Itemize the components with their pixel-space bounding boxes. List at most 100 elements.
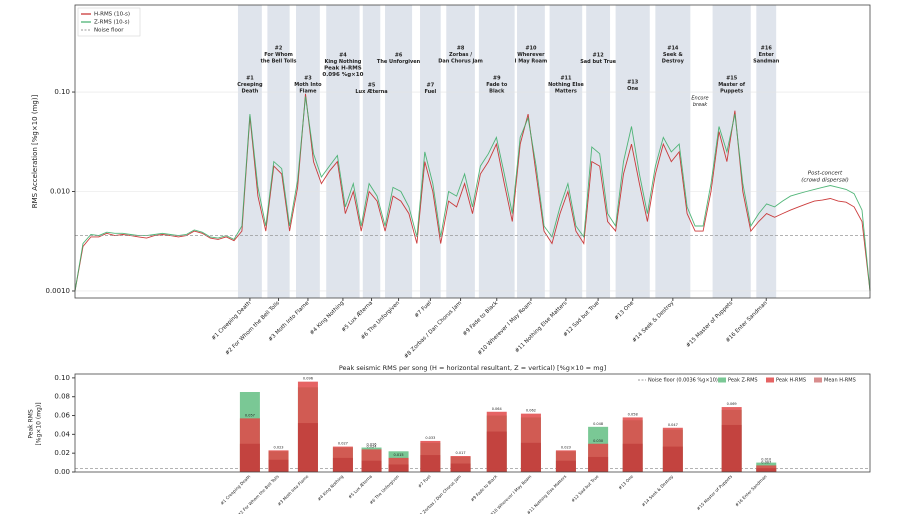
song-title: The Unforgiven [377, 59, 421, 65]
x-tick-label: #15 Master of Puppets [696, 474, 733, 511]
x-tick-group: #1 Creeping Death [219, 474, 251, 506]
song-title: the Bell Tolls [260, 59, 296, 65]
song-title: Nothing Else [548, 82, 584, 88]
y-axis-label: [%g×10 (mg)] [36, 402, 43, 445]
x-tick-group: #9 Fade to Black [462, 300, 500, 338]
song-band [362, 5, 381, 298]
bar [662, 446, 683, 472]
legend-label: H-RMS (10-s) [94, 12, 130, 18]
bar [420, 455, 441, 472]
value-label: 0.062 [526, 409, 536, 413]
bar [450, 463, 471, 472]
y-tick-label: 0.0010 [46, 287, 71, 295]
song-title: Sad but True [580, 59, 616, 65]
post-annotation: (crowd dispersal) [801, 178, 848, 184]
song-title: King Nothing [324, 59, 361, 65]
song-title: #7 [427, 83, 435, 89]
x-tick-group: #6 The Unforgiven [368, 474, 400, 506]
value-label: 0.069 [727, 402, 737, 406]
song-band [237, 5, 262, 298]
song-title: Creeping [237, 82, 263, 88]
x-tick-label: #8 Zorbas / Dan Chorus Jam [403, 300, 463, 360]
song-title: #15 [726, 76, 738, 82]
x-tick-label: #1 Creeping Death [219, 474, 251, 506]
value-label: 0.030 [593, 439, 603, 443]
legend-swatch [766, 377, 774, 383]
x-tick-label: #9 Fade to Black [462, 300, 500, 338]
y-tick-label: 0.02 [54, 449, 70, 457]
x-tick-label: #7 Fuel [417, 474, 432, 489]
song-title: Seek & [663, 52, 683, 58]
song-title: #10 [525, 46, 537, 52]
x-tick-label: #2 For Whom the Bell Tolls [224, 300, 281, 357]
x-tick-label: #3 Moth Into Flame [276, 474, 309, 507]
legend-label: Peak Z-RMS [728, 378, 758, 384]
bar [297, 423, 318, 472]
song-title: #9 [493, 76, 501, 82]
x-tick-label: #4 King Nothing [309, 300, 345, 336]
x-tick-group: #4 King Nothing [309, 300, 345, 336]
song-band [385, 5, 413, 298]
x-tick-label: #12 Sad but True [562, 300, 601, 339]
song-title: #14 [667, 46, 679, 52]
x-tick-label: #9 Fade to Black [470, 473, 499, 502]
legend-label: Peak H-RMS [776, 378, 806, 384]
y-tick-label: 0.10 [54, 88, 70, 96]
x-tick-label: #14 Seek & Destroy [631, 300, 675, 344]
song-title: Sandman [753, 59, 780, 65]
song-title: Destroy [662, 59, 685, 65]
legend-label: Noise floor (0.0036 %g×10) [648, 378, 718, 384]
value-label: 0.017 [456, 451, 466, 455]
plot-frame [74, 4, 871, 299]
song-title: Moth Into [294, 82, 322, 88]
song-band [756, 5, 777, 298]
x-tick-group: #9 Fade to Black [470, 473, 499, 502]
value-label: 0.024 [367, 444, 378, 448]
song-title: I May Roam [515, 59, 548, 65]
value-label: 0.023 [274, 445, 284, 449]
y-tick-label: 0.06 [54, 412, 70, 420]
x-tick-group: #14 Seek & Destroy [631, 300, 675, 344]
value-label: 0.007 [761, 460, 771, 464]
bar [588, 456, 609, 472]
x-tick-label: #4 King Nothing [316, 474, 344, 502]
encore-annotation: break [693, 102, 708, 108]
legend-swatch [814, 377, 822, 383]
song-title: Puppets [720, 89, 743, 95]
bar [756, 468, 777, 472]
x-tick-group: #8 Zorbas / Dan Chorus Jam [403, 300, 463, 360]
x-tick-label: #7 Fuel [414, 300, 434, 320]
y-tick-label: 0.00 [54, 468, 70, 476]
value-label: 0.048 [593, 422, 603, 426]
peak-annotation: Peak H-RMS [324, 66, 362, 72]
song-band [420, 5, 441, 298]
x-tick-group: #7 Fuel [417, 474, 432, 489]
y-label-group: Peak RMS [%g×10 (mg)] [28, 402, 43, 445]
legend-swatch [718, 377, 726, 383]
song-title: Wherever [517, 52, 545, 58]
bar [721, 424, 742, 472]
song-band [296, 5, 320, 298]
x-tick-group: #2 For Whom the Bell Tolls [224, 300, 281, 357]
x-tick-label: #6 The Unforgiven [368, 474, 400, 506]
song-title: Death [241, 89, 258, 95]
song-band [478, 5, 515, 298]
value-label: 0.033 [425, 436, 435, 440]
song-title: #5 [368, 83, 376, 89]
song-title: For Whom [264, 52, 293, 58]
x-tick-group: #11 Nothing Else Matters [526, 474, 568, 514]
bar [388, 464, 409, 472]
song-band [586, 5, 611, 298]
value-label: 0.015 [394, 453, 404, 457]
x-tick-label: #12 Sad but True [570, 474, 600, 504]
x-tick-group: #7 Fuel [414, 300, 434, 320]
bar [520, 442, 541, 472]
song-title: One [627, 86, 639, 92]
x-tick-group: #13 One [617, 474, 634, 491]
song-title: Matters [555, 89, 577, 95]
x-tick-label: #14 Seek & Destroy [641, 474, 675, 508]
value-label: 0.058 [628, 412, 638, 416]
legend-label: Mean H-RMS [824, 378, 856, 384]
bar [361, 460, 382, 472]
bar [486, 431, 507, 472]
